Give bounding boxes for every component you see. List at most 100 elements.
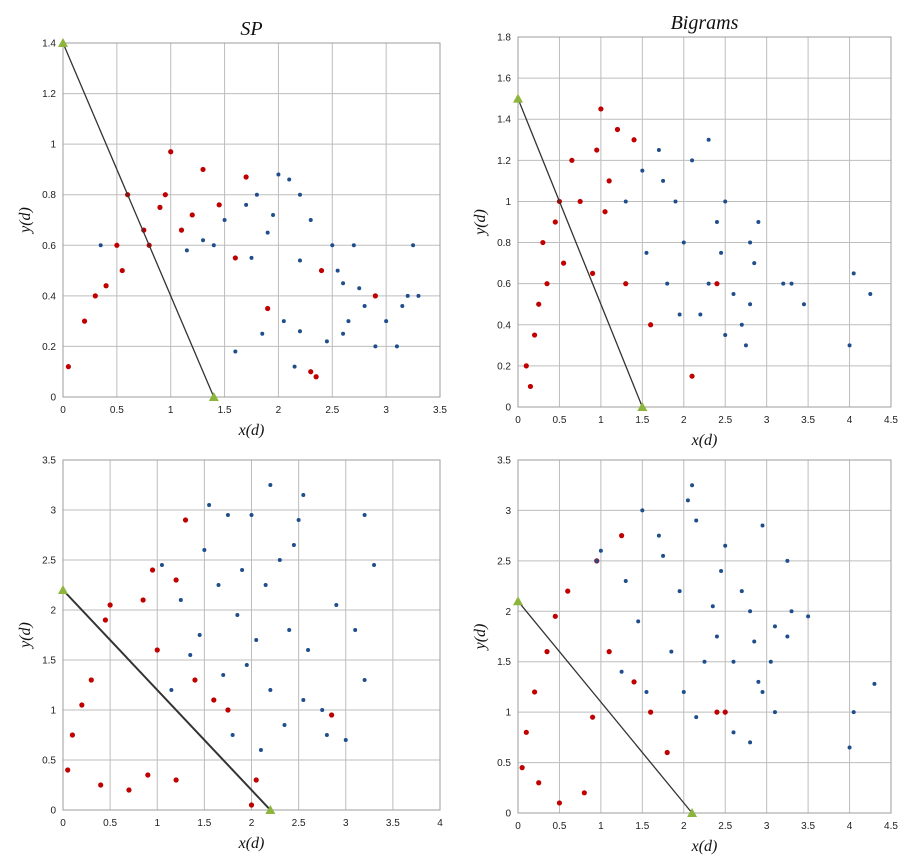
y-axis-title: y(d) [17,622,34,650]
x-tick-label: 1.5 [635,415,649,426]
blue-point [244,663,249,667]
blue-point [656,533,661,538]
blue-point [296,518,301,522]
boundary-line [62,42,215,398]
blue-point [244,202,249,207]
red-point [577,198,583,205]
x-tick-label: 2 [681,415,687,426]
blue-point [335,268,340,273]
x-tick-label: 0 [515,415,521,426]
blue-point [282,723,287,727]
red-point [103,283,109,289]
red-point [200,166,206,173]
blue-point [197,633,202,637]
x-tick-label: 4 [437,818,443,829]
y-tick-label: 2 [50,606,56,617]
red-point [216,202,222,208]
blue-point [690,483,695,488]
red-point [189,212,195,218]
blue-point [760,523,765,528]
x-tick-label: 0.5 [110,405,124,416]
red-point [714,281,720,287]
y-tick-label: 1.2 [42,89,56,100]
blue-point [677,589,682,594]
red-point [265,305,271,312]
blue-point [731,730,736,735]
red-point [225,707,231,713]
y-tick-label: 1.8 [497,33,511,44]
blue-point [723,543,728,548]
red-point [606,649,612,655]
y-tick-label: 1.4 [42,39,56,50]
red-point [714,709,720,715]
blue-point [731,659,736,664]
blue-point [291,543,296,547]
blue-point [698,312,703,317]
red-point [253,777,259,783]
blue-point [714,220,719,224]
blue-point [306,648,311,652]
blue-point [235,613,240,617]
red-point [69,732,76,738]
x-tick-label: 3.5 [433,405,447,416]
y-tick-label: 0 [50,806,56,817]
x-tick-label: 2 [249,818,255,829]
x-tick-label: 2.5 [325,405,339,416]
red-point [182,517,189,523]
x-tick-label: 4 [847,415,853,426]
blue-point [281,319,286,324]
x-tick-label: 0.5 [552,415,566,426]
plot-frame [62,459,441,811]
y-tick-label: 2 [505,607,511,618]
red-point [98,782,104,788]
x-tick-label: 3 [343,818,349,829]
red-point [81,318,88,324]
y-tick-label: 0.6 [497,279,511,290]
blue-point [351,243,356,248]
red-point [157,204,163,210]
blue-point [308,218,313,222]
blue-point [416,293,421,298]
x-tick-label: 2.5 [718,415,732,426]
blue-point [297,258,302,263]
red-point [648,322,654,328]
x-tick-label: 4 [847,821,853,832]
y-axis-title: y(d) [472,209,489,237]
red-point [318,267,325,274]
chart-bigrams-top: 0 0.5 1 1.5 2 2.5 3 3.5 4 4.5 0 0.2 0.4 0.6 0.8 1 1.2 1.4… [472,12,898,449]
blue-point [851,271,856,276]
y-tick-label: 0.8 [497,238,511,249]
blue-point [254,192,259,197]
y-tick-label: 3 [505,506,511,517]
red-point [192,677,198,683]
y-tick-label: 0.5 [497,758,511,769]
y-axis-title: y(d) [17,207,34,235]
blue-point [301,493,306,497]
y-tick-label: 1 [50,140,56,151]
blue-point [768,659,773,664]
red-point [79,702,85,708]
red-point [519,765,525,771]
blue-point [677,312,682,317]
x-tick-label: 0 [60,818,66,829]
red-point [689,373,695,379]
blue-point [772,710,777,715]
red-point [619,533,625,539]
blue-point [851,710,856,715]
blue-point [681,240,686,245]
red-point [114,242,120,248]
blue-point [789,609,794,614]
red-point [126,787,132,793]
red-point [552,613,558,619]
boundary-line [517,600,693,814]
blue-point [690,158,695,163]
x-tick-label: 1.5 [635,821,649,832]
blue-point [276,172,281,177]
blue-point [644,250,649,255]
endpoint-triangle-marker [687,808,698,817]
x-tick-label: 3 [764,821,770,832]
blue-point [159,563,164,567]
chart-title: SP [240,18,262,40]
blue-point [739,322,744,327]
blue-point [868,291,873,296]
